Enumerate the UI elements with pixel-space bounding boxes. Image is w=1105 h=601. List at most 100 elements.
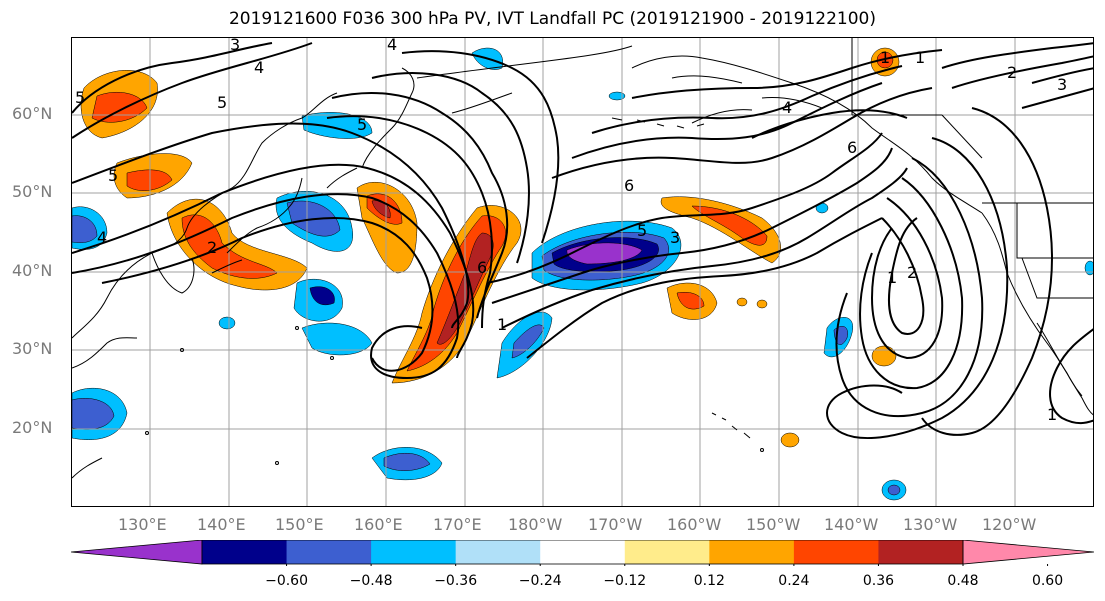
contour-line: [941, 42, 1093, 69]
pv-anomaly-negative: [608, 91, 626, 101]
contour-label: 6: [477, 258, 487, 277]
contour-line: [571, 82, 883, 159]
contour-line: [551, 87, 933, 179]
pv-anomaly-negative: [301, 112, 373, 139]
colorbar-segment: [371, 540, 457, 564]
contour-label: 2: [207, 238, 217, 257]
contour-line: [331, 92, 509, 319]
pv-anomaly-positive: [871, 345, 897, 367]
colorbar-tick-label: −0.60: [265, 573, 308, 589]
contour-line: [72, 163, 475, 359]
contour-line: [921, 107, 1053, 436]
lon-label-170w: 170°W: [588, 515, 643, 534]
contour-label: 5: [75, 88, 85, 107]
lon-label-170e: 170°E: [433, 515, 482, 534]
lat-label-60n: 60°N: [12, 104, 53, 123]
pv-anomaly-negative: [72, 215, 98, 243]
contour-label: 4: [387, 38, 397, 54]
lon-label-130w: 130°W: [903, 515, 958, 534]
contour-label: 4: [97, 228, 107, 247]
contour-label: 3: [230, 38, 240, 54]
contour-line: [1031, 67, 1093, 84]
pv-anomaly-negative: [566, 242, 643, 265]
lat-label-20n: 20°N: [12, 418, 53, 437]
contour-line: [371, 72, 530, 264]
map-svg: 3 4 5 4 2 5 6 5 3 1 6 4 6 5 1 1 1 3 1 2 …: [72, 38, 1093, 506]
pv-anomaly-negative: [887, 484, 901, 496]
pv-anomaly-negative: [309, 286, 335, 306]
pv-anomaly-negative: [218, 316, 236, 330]
contour-line: [526, 217, 883, 359]
colorbar-tick-label: 0.36: [862, 573, 895, 589]
contour-line: [826, 137, 1009, 439]
contour-line: [486, 132, 883, 284]
colorbar-segment: [709, 540, 795, 564]
lon-label-130e: 130°E: [118, 515, 167, 534]
contour-line: [1049, 328, 1093, 425]
contour-line: [401, 50, 560, 244]
contour-label: 5: [217, 93, 227, 112]
colorbar-segment: [793, 540, 879, 564]
pv-anomaly-positive: [676, 292, 705, 310]
lon-label-160w: 160°W: [667, 515, 722, 534]
colorbar-segment: [202, 540, 288, 564]
contour-label: 3: [1057, 75, 1067, 94]
contour-line: [835, 157, 984, 418]
colorbar-segment: [624, 540, 710, 564]
colorbar-tick-label: −0.48: [349, 573, 393, 589]
contour-label: 3: [670, 228, 680, 247]
contour-label: 4: [254, 58, 264, 77]
contour-label: 1: [1047, 405, 1057, 424]
contour-label: 1: [887, 268, 897, 287]
contour-line: [881, 217, 925, 335]
contour-label: 1: [915, 48, 925, 67]
contour-label: 1: [880, 48, 890, 67]
contour-label: 5: [108, 166, 118, 185]
colorbar-segment: [286, 540, 372, 564]
lon-label-140w: 140°W: [824, 515, 879, 534]
lon-label-140e: 140°E: [197, 515, 246, 534]
lon-label-150e: 150°E: [275, 515, 324, 534]
pv-anomaly-positive: [780, 432, 800, 448]
colorbar-tick-label: −0.36: [434, 573, 478, 589]
contour-label: 5: [357, 115, 367, 134]
graticule: [72, 38, 1093, 506]
contour-label: 4: [782, 98, 792, 117]
contour-labels: 3 4 5 4 2 5 6 5 3 1 6 4 6 5 1 1 1 3 1 2 …: [75, 38, 1067, 424]
map-title: 2019121600 F036 300 hPa PV, IVT Landfall…: [228, 9, 876, 29]
contour-line: [1021, 87, 1093, 109]
colorbar-segment: [878, 540, 964, 564]
contour-line: [72, 193, 460, 380]
contour-line: [72, 42, 273, 114]
lon-label-180w: 180°W: [508, 515, 563, 534]
colorbar-extend-min: [71, 540, 203, 565]
colorbar-tick-label: 0.24: [778, 573, 810, 589]
contour-line: [859, 177, 964, 390]
pv-anomaly-positive: [756, 299, 768, 309]
contour-line: [501, 167, 908, 329]
contour-line: [72, 122, 470, 329]
lat-label-40n: 40°N: [12, 261, 53, 280]
pv-anomaly-positive: [736, 297, 748, 307]
contour-line: [326, 115, 493, 329]
colorbar-tick-label: −0.12: [603, 573, 647, 589]
colorbar: [71, 540, 1094, 566]
contour-line: [72, 42, 313, 139]
contour-line: [951, 55, 1093, 89]
contour-label: 6: [624, 176, 634, 195]
colorbar-segment: [540, 540, 626, 564]
contour-line: [751, 109, 908, 139]
colorbar-tick-label: 0.48: [947, 573, 979, 589]
colorbar-tick-label: 0.60: [1031, 573, 1064, 589]
contour-label: 6: [847, 138, 857, 157]
contour-label: 5: [637, 221, 647, 240]
ivt-contours: [72, 42, 1093, 439]
colorbar-tick-label: 0.12: [693, 573, 725, 589]
lat-label-50n: 50°N: [12, 182, 53, 201]
pv-anomaly-negative: [383, 452, 431, 471]
contour-label: 2: [907, 263, 917, 282]
lat-label-30n: 30°N: [12, 339, 53, 358]
colorbar-extend-max: [962, 540, 1094, 565]
contour-line: [591, 65, 903, 134]
contour-label: 1: [497, 315, 507, 334]
